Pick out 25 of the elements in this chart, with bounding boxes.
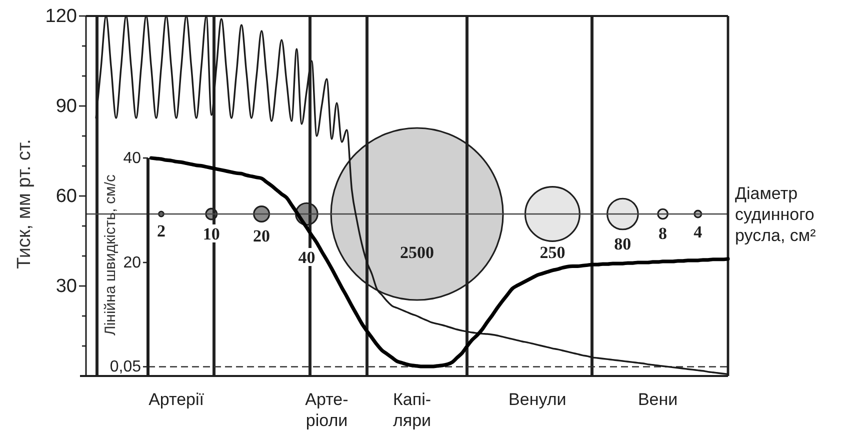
data-label: 40: [298, 248, 316, 267]
data-label: 8: [658, 223, 668, 242]
data-label: 20: [253, 226, 270, 246]
x-tick-label: Артерії: [148, 390, 204, 408]
line-series: [149, 156, 730, 368]
data-label: 10: [202, 224, 220, 243]
x-tick-label: Арте- ріоли: [305, 390, 348, 430]
y-tick-label: 90: [56, 96, 77, 116]
x-tick-label: Вени: [638, 390, 678, 408]
ref-line-label: Діаметр судинного русла, см²: [735, 184, 816, 244]
y-tick-label: 60: [56, 186, 77, 206]
y2-axis-title: Лінійна швидкість, см/с: [102, 174, 118, 336]
y2-tick-label: 0,05: [110, 358, 142, 376]
y2-tick-label: 40: [123, 150, 142, 166]
data-label: 2: [156, 220, 166, 240]
data-label: 4: [694, 222, 703, 241]
data-label: 2500: [400, 242, 434, 262]
x-tick-label: Венули: [508, 390, 566, 408]
y2-tick-label: 20: [123, 254, 142, 271]
y-tick-label: 30: [56, 276, 77, 296]
x-tick-label: Капі- ляри: [392, 390, 432, 430]
y-tick-label: 120: [45, 6, 77, 26]
y-axis-title: Тиск, мм рт. ст.: [14, 139, 34, 269]
data-label: 250: [540, 242, 566, 262]
data-label: 80: [614, 234, 632, 253]
